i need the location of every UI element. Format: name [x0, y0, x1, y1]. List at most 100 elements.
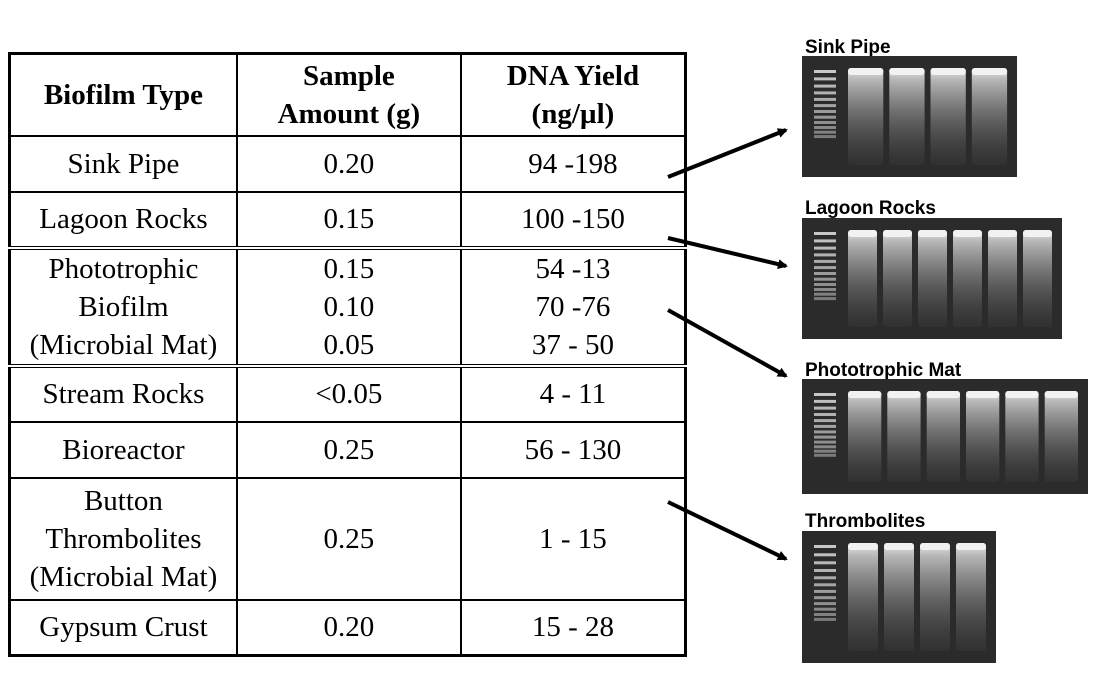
cell-biofilm-type-line: Sink Pipe — [67, 147, 180, 180]
sample-lane — [848, 230, 877, 327]
sample-lane — [848, 391, 882, 482]
cell-biofilm-type-line: Button — [83, 484, 163, 517]
cell-biofilm-type-line: Biofilm — [78, 290, 169, 323]
cell-sample-amount-line: 0.10 — [323, 290, 375, 323]
gel-image — [802, 218, 1062, 339]
gel-image — [802, 531, 996, 663]
cell-sample-amount: 0.25 — [235, 420, 462, 479]
cell-sample-amount-line: 0.20 — [323, 611, 375, 644]
cell-dna-yield: 56 - 130 — [459, 420, 687, 479]
header-sample-amount: Sample Amount (g) — [235, 52, 462, 137]
cell-dna-yield: 1 - 15 — [459, 476, 687, 601]
gel-label: Thrombolites — [805, 511, 926, 532]
cell-biofilm-type: Stream Rocks — [8, 363, 238, 423]
table-row-stream-rocks: Stream Rocks <0.05 4 - 11 — [8, 363, 687, 423]
cell-dna-yield: 4 - 11 — [459, 363, 687, 423]
cell-dna-yield: 100 -150 — [459, 190, 687, 249]
cell-biofilm-type-line: Bioreactor — [62, 433, 185, 466]
cell-biofilm-type-line: Lagoon Rocks — [39, 203, 208, 235]
sample-lane — [926, 391, 960, 482]
sample-lane — [953, 230, 982, 327]
cell-dna-yield-line: 54 -13 — [535, 252, 611, 285]
sample-lane — [887, 391, 921, 482]
cell-sample-amount-line: 0.25 — [323, 433, 375, 466]
cell-sample-amount-line: 0.20 — [323, 147, 375, 180]
ladder-lane — [814, 70, 836, 139]
table-header-row: Biofilm Type Sample Amount (g) DNA Yield… — [8, 52, 687, 137]
gel-image — [802, 56, 1017, 177]
cell-biofilm-type-line: Stream Rocks — [42, 378, 205, 410]
arrow — [667, 128, 788, 179]
table-row-bioreactor: Bioreactor 0.25 56 - 130 — [8, 420, 687, 479]
cell-dna-yield-line: 37 - 50 — [531, 328, 614, 361]
ladder-lane — [814, 545, 836, 621]
cell-biofilm-type-line: Thrombolites — [45, 522, 202, 555]
cell-sample-amount-line: <0.05 — [315, 378, 383, 410]
cell-biofilm-type-line: (Microbial Mat) — [29, 560, 218, 593]
sample-lane — [930, 68, 966, 165]
header-biofilm-type: Biofilm Type — [8, 52, 238, 137]
sample-lane — [1023, 230, 1052, 327]
ladder-lane — [814, 393, 836, 457]
ladder-lane — [814, 232, 836, 301]
sample-lane — [884, 543, 914, 651]
table-row-sink-pipe: Sink Pipe 0.20 94 -198 — [8, 134, 687, 193]
table-row-gypsum-crust: Gypsum Crust 0.20 15 - 28 — [8, 598, 687, 657]
gel-image — [802, 379, 1088, 494]
cell-dna-yield-line: 15 - 28 — [531, 611, 614, 644]
cell-dna-yield-line: 70 -76 — [535, 290, 611, 323]
table-row-lagoon-rocks: Lagoon Rocks 0.15 100 -150 — [8, 190, 687, 249]
arrow — [667, 500, 788, 561]
cell-biofilm-type: Button Thrombolites (Microbial Mat) — [8, 476, 238, 601]
cell-dna-yield: 15 - 28 — [459, 598, 687, 657]
cell-sample-amount-line: 0.05 — [323, 328, 375, 361]
cell-biofilm-type-line: Phototrophic — [48, 252, 199, 285]
cell-sample-amount: 0.15 0.10 0.05 — [235, 245, 462, 367]
sample-lane — [1044, 391, 1078, 482]
gel-label: Sink Pipe — [805, 37, 891, 58]
cell-sample-amount: <0.05 — [235, 363, 462, 423]
cell-sample-amount-line: 0.15 — [323, 203, 375, 235]
cell-sample-amount: 0.15 — [235, 190, 462, 249]
cell-biofilm-type-line: Gypsum Crust — [39, 611, 208, 644]
cell-dna-yield: 94 -198 — [459, 134, 687, 193]
sample-lane — [889, 68, 925, 165]
cell-biofilm-type: Phototrophic Biofilm (Microbial Mat) — [8, 245, 238, 367]
sample-lane — [966, 391, 1000, 482]
arrow — [667, 236, 788, 270]
sample-lane — [956, 543, 986, 651]
cell-dna-yield: 54 -13 70 -76 37 - 50 — [459, 245, 687, 367]
sample-lane — [848, 68, 884, 165]
cell-sample-amount: 0.25 — [235, 476, 462, 601]
cell-dna-yield-line: 100 -150 — [520, 203, 625, 235]
cell-sample-amount-line: 0.25 — [323, 522, 375, 555]
cell-dna-yield-line: 94 -198 — [528, 147, 618, 180]
arrow — [667, 308, 788, 378]
sample-lane — [848, 543, 878, 651]
cell-dna-yield-line: 56 - 130 — [524, 433, 622, 466]
cell-biofilm-type: Gypsum Crust — [8, 598, 238, 657]
cell-biofilm-type: Bioreactor — [8, 420, 238, 479]
dna-yield-table: Biofilm Type Sample Amount (g) DNA Yield… — [8, 52, 687, 657]
sample-lane — [918, 230, 947, 327]
cell-biofilm-type: Sink Pipe — [8, 134, 238, 193]
cell-biofilm-type-line: (Microbial Mat) — [29, 328, 218, 361]
table-row-phototrophic-biofilm: Phototrophic Biofilm (Microbial Mat) 0.15 0.… — [8, 245, 687, 367]
sample-lane — [988, 230, 1017, 327]
gel-label: Lagoon Rocks — [805, 198, 936, 219]
sample-lane — [920, 543, 950, 651]
cell-sample-amount: 0.20 — [235, 134, 462, 193]
table-row-button-thrombolites: Button Thrombolites (Microbial Mat) 0.25 1 -… — [8, 476, 687, 601]
gel-label: Phototrophic Mat — [805, 360, 962, 381]
cell-dna-yield-line: 1 - 15 — [539, 522, 607, 555]
header-dna-yield: DNA Yield (ng/µl) — [459, 52, 687, 137]
cell-sample-amount-line: 0.15 — [323, 252, 375, 285]
sample-lane — [971, 68, 1008, 165]
cell-biofilm-type: Lagoon Rocks — [8, 190, 238, 249]
sample-lane — [883, 230, 912, 327]
table-body: Sink Pipe 0.20 94 -198 Lagoon Rocks 0.15 100 … — [8, 134, 687, 657]
cell-sample-amount: 0.20 — [235, 598, 462, 657]
sample-lane — [1005, 391, 1039, 482]
